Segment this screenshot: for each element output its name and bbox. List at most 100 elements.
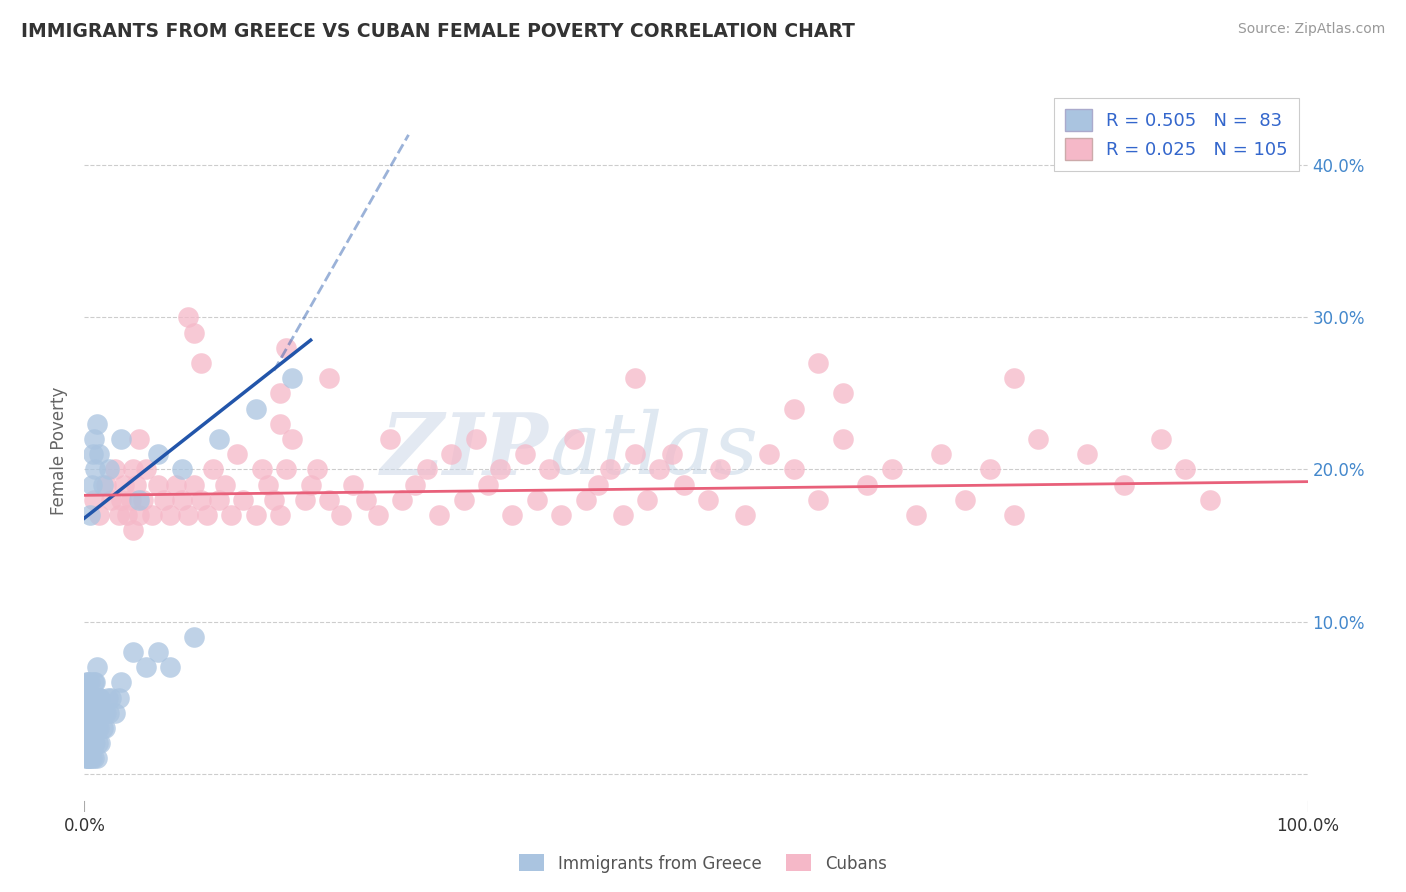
Point bbox=[77, 736, 100, 750]
Point bbox=[82, 736, 104, 750]
Point bbox=[77, 690, 100, 705]
Point bbox=[648, 462, 671, 476]
Point bbox=[661, 447, 683, 461]
Point bbox=[208, 432, 231, 446]
Point bbox=[91, 477, 114, 491]
Point bbox=[526, 492, 548, 507]
Point bbox=[929, 447, 952, 461]
Y-axis label: Female Poverty: Female Poverty bbox=[51, 386, 69, 515]
Point bbox=[125, 477, 148, 491]
Point bbox=[94, 721, 117, 735]
Point bbox=[453, 492, 475, 507]
Point bbox=[75, 736, 97, 750]
Point bbox=[77, 751, 100, 765]
Point bbox=[84, 675, 107, 690]
Point bbox=[318, 492, 340, 507]
Point bbox=[856, 477, 879, 491]
Point bbox=[269, 386, 291, 401]
Point bbox=[979, 462, 1001, 476]
Point bbox=[172, 492, 194, 507]
Point bbox=[177, 508, 200, 522]
Point bbox=[276, 341, 298, 355]
Point bbox=[562, 432, 585, 446]
Point bbox=[380, 432, 402, 446]
Point bbox=[104, 462, 127, 476]
Point bbox=[76, 736, 98, 750]
Point bbox=[636, 492, 658, 507]
Point bbox=[75, 721, 97, 735]
Point bbox=[257, 477, 280, 491]
Point bbox=[367, 508, 389, 522]
Point bbox=[83, 492, 105, 507]
Point bbox=[1150, 432, 1173, 446]
Point bbox=[80, 690, 103, 705]
Point bbox=[624, 371, 647, 385]
Point bbox=[195, 508, 218, 522]
Point bbox=[120, 492, 142, 507]
Point bbox=[672, 477, 695, 491]
Point bbox=[100, 690, 122, 705]
Text: Source: ZipAtlas.com: Source: ZipAtlas.com bbox=[1237, 22, 1385, 37]
Point bbox=[783, 401, 806, 416]
Point bbox=[122, 462, 145, 476]
Point bbox=[84, 736, 107, 750]
Point bbox=[80, 751, 103, 765]
Point bbox=[82, 447, 104, 461]
Point bbox=[86, 721, 108, 735]
Legend: Immigrants from Greece, Cubans: Immigrants from Greece, Cubans bbox=[513, 847, 893, 880]
Point bbox=[79, 721, 101, 735]
Point bbox=[79, 508, 101, 522]
Point bbox=[86, 417, 108, 431]
Point bbox=[107, 690, 129, 705]
Text: atlas: atlas bbox=[550, 409, 758, 491]
Point bbox=[76, 690, 98, 705]
Text: ZIP: ZIP bbox=[381, 409, 550, 492]
Point bbox=[599, 462, 621, 476]
Point bbox=[91, 721, 114, 735]
Point bbox=[77, 736, 100, 750]
Point bbox=[87, 690, 110, 705]
Point bbox=[96, 706, 118, 720]
Point bbox=[226, 447, 249, 461]
Point bbox=[107, 508, 129, 522]
Point bbox=[146, 477, 169, 491]
Point bbox=[75, 690, 97, 705]
Point bbox=[880, 462, 903, 476]
Point bbox=[97, 706, 120, 720]
Point bbox=[89, 736, 111, 750]
Point bbox=[440, 447, 463, 461]
Point bbox=[87, 736, 110, 750]
Point bbox=[250, 462, 273, 476]
Point bbox=[159, 508, 181, 522]
Point bbox=[502, 508, 524, 522]
Point bbox=[79, 751, 101, 765]
Point bbox=[575, 492, 598, 507]
Point bbox=[831, 386, 853, 401]
Point bbox=[122, 645, 145, 659]
Point bbox=[391, 492, 413, 507]
Point bbox=[354, 492, 377, 507]
Point bbox=[110, 492, 132, 507]
Point bbox=[89, 690, 111, 705]
Point bbox=[83, 706, 105, 720]
Point bbox=[299, 477, 322, 491]
Point bbox=[550, 508, 572, 522]
Point bbox=[214, 477, 236, 491]
Point bbox=[697, 492, 720, 507]
Point bbox=[263, 492, 285, 507]
Point bbox=[86, 660, 108, 674]
Point bbox=[77, 721, 100, 735]
Point bbox=[77, 706, 100, 720]
Point bbox=[83, 751, 105, 765]
Point bbox=[90, 706, 112, 720]
Point bbox=[76, 706, 98, 720]
Point bbox=[96, 477, 118, 491]
Point bbox=[84, 462, 107, 476]
Point bbox=[190, 356, 212, 370]
Point bbox=[80, 706, 103, 720]
Point bbox=[245, 508, 267, 522]
Point bbox=[538, 462, 561, 476]
Point bbox=[709, 462, 731, 476]
Point bbox=[201, 462, 224, 476]
Point bbox=[177, 310, 200, 325]
